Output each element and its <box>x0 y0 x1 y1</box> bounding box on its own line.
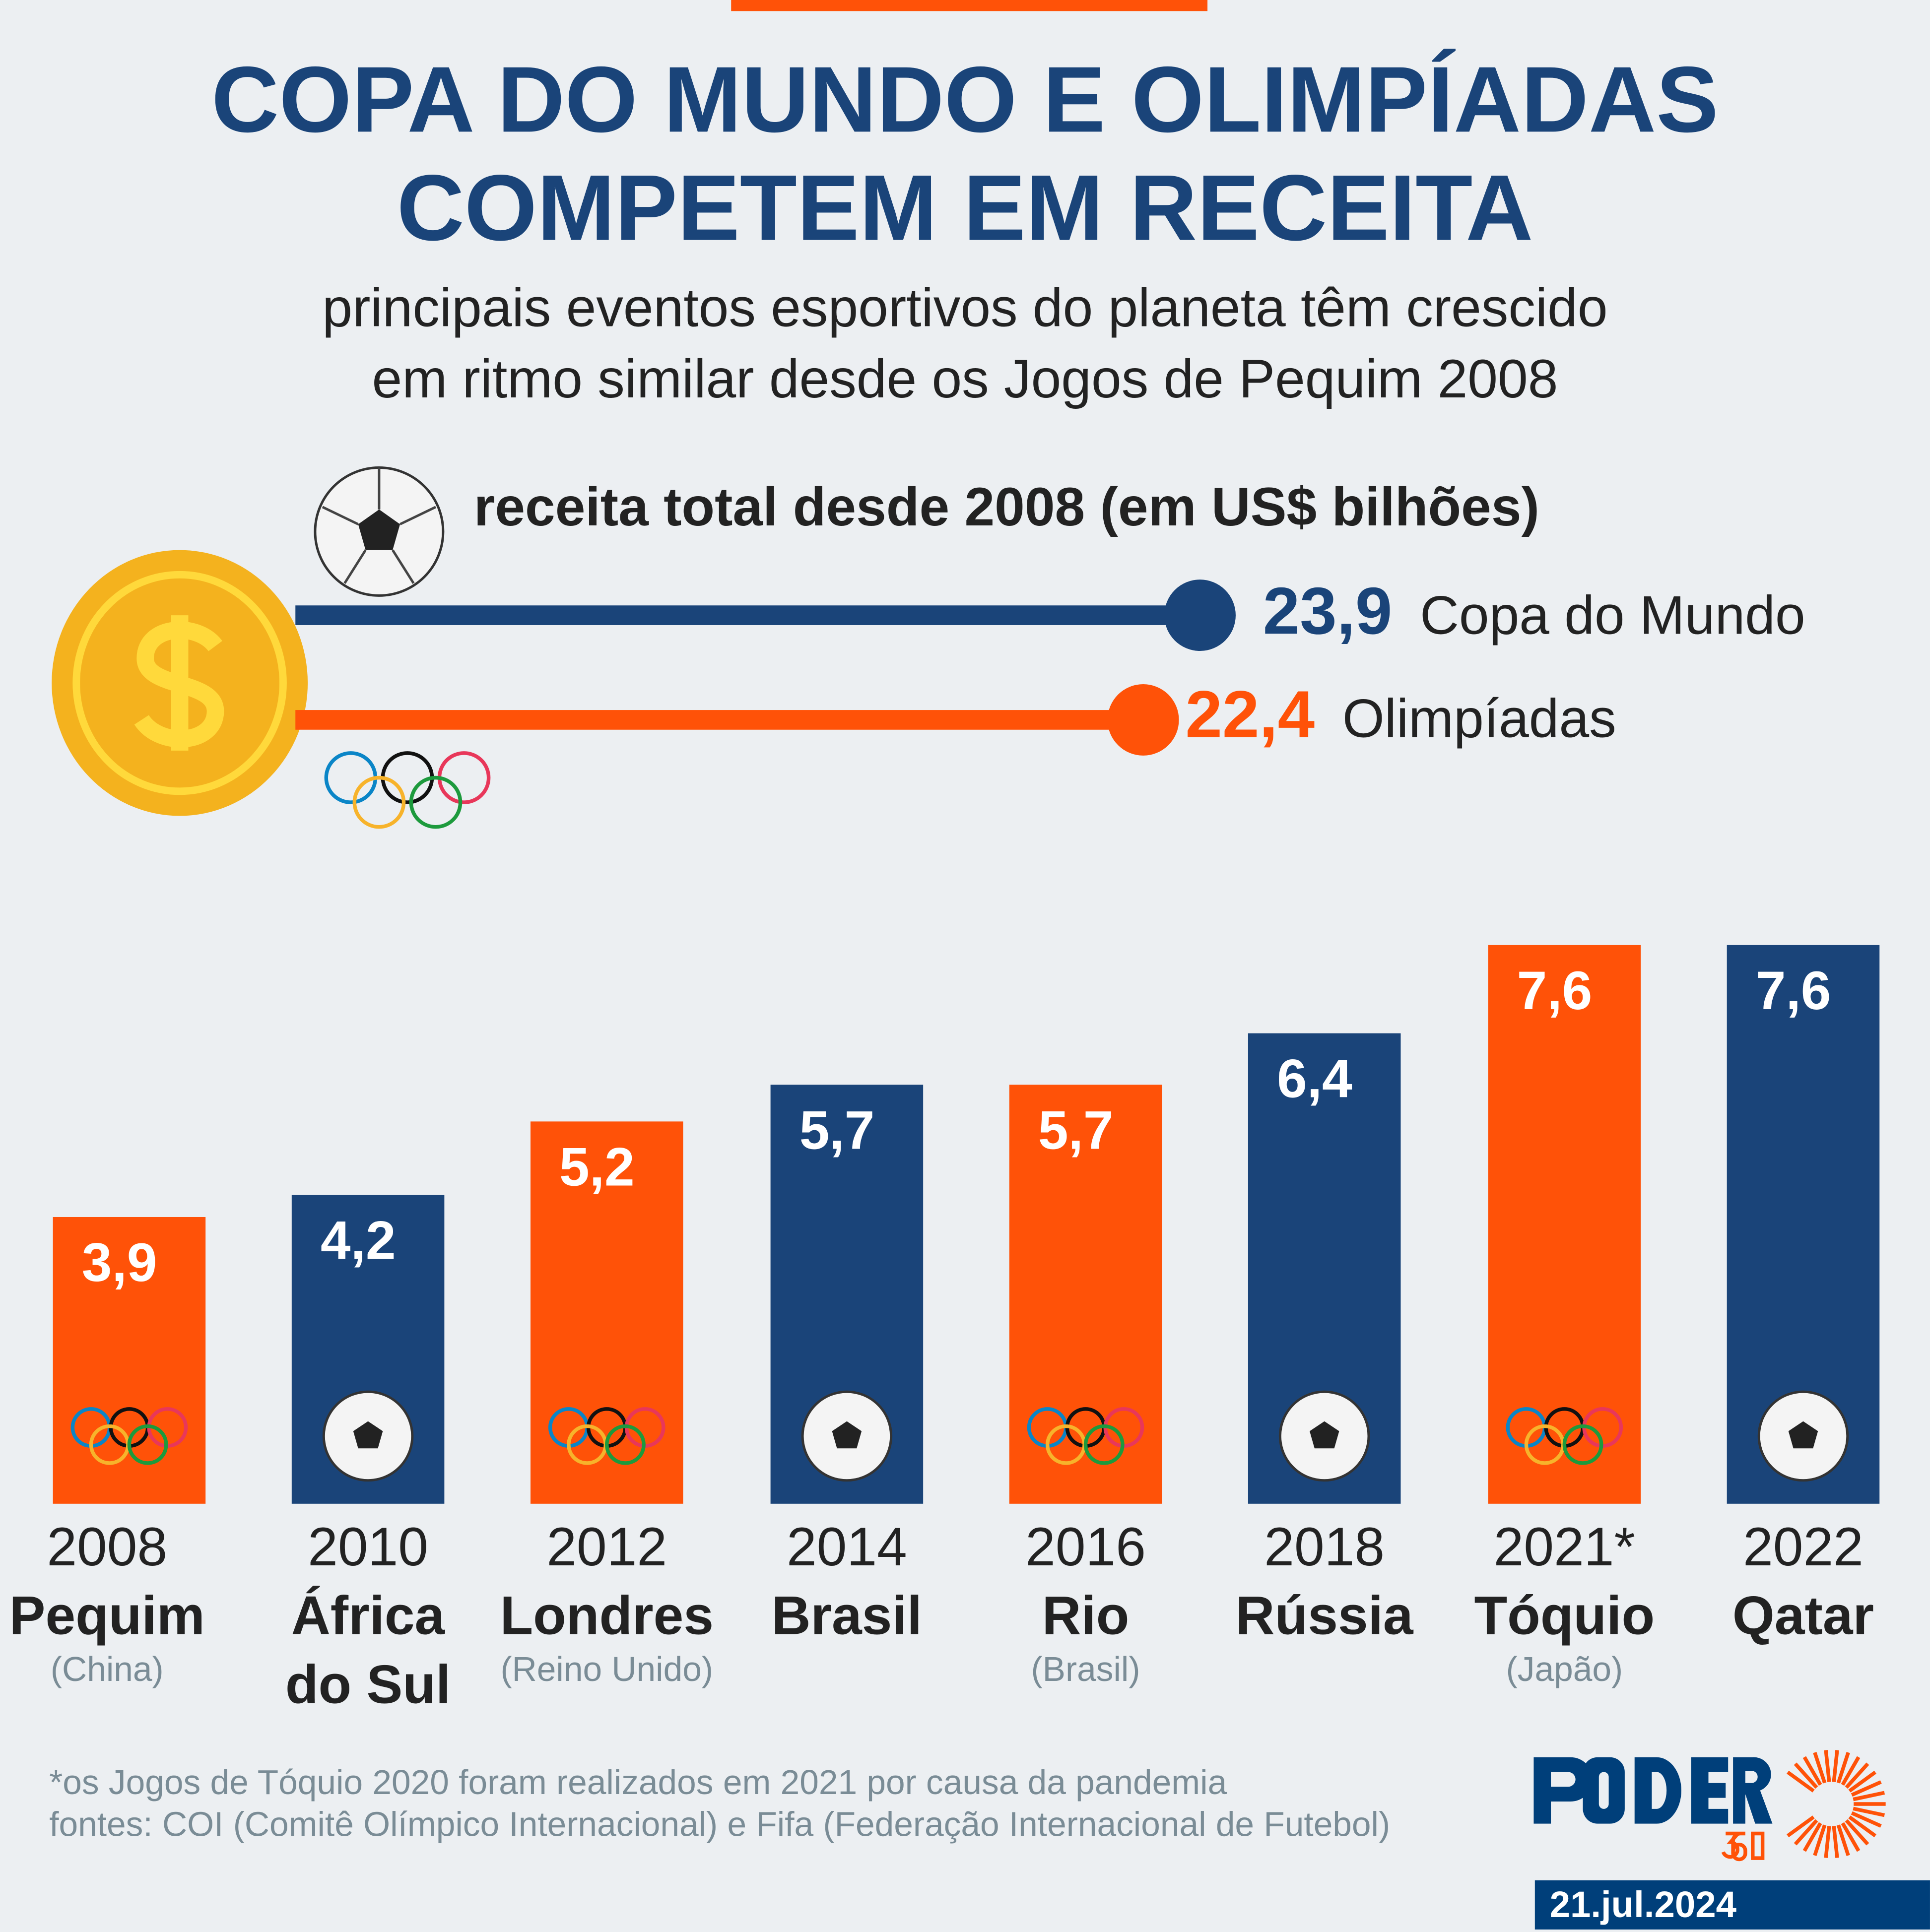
data-label: 4,2 <box>321 1211 396 1271</box>
category-label: 2014 Brasil <box>730 1514 964 1652</box>
olympic-rings-icon <box>1027 1407 1144 1465</box>
category-city: Rússia <box>1235 1586 1413 1647</box>
category-city: Qatar <box>1732 1586 1874 1647</box>
footnote: *os Jogos de Tóquio 2020 foram realizado… <box>49 1763 1227 1802</box>
total-olimpiadas: 22,4 Olimpíadas <box>1185 677 1616 753</box>
category-label: 2022 Qatar <box>1686 1514 1920 1652</box>
top-accent-bar <box>731 0 1208 11</box>
bar-chart: 3,9 4,2 5,2 5,7 5,7 6,4 7,6 7,6 <box>53 945 1880 1504</box>
total-line <box>295 605 1200 625</box>
category-year: 2016 <box>1025 1517 1146 1578</box>
total-value: 23,9 <box>1263 575 1393 649</box>
data-label: 7,6 <box>1517 961 1593 1021</box>
page-title: COPA DO MUNDO E OLIMPÍADAS COMPETEM EM R… <box>0 47 1930 263</box>
category-city: África do Sul <box>285 1586 451 1716</box>
category-year: 2022 <box>1743 1517 1863 1578</box>
bar <box>53 1217 206 1504</box>
category-year: 2008 <box>47 1517 168 1578</box>
category-country: (Brasil) <box>1031 1650 1140 1688</box>
category-year: 2012 <box>546 1517 667 1578</box>
total-line-end <box>1164 580 1236 651</box>
olympic-rings-icon <box>70 1407 188 1465</box>
data-label: 3,9 <box>82 1232 157 1293</box>
bar <box>1009 1085 1162 1504</box>
data-label: 6,4 <box>1277 1049 1352 1109</box>
data-label: 5,7 <box>799 1100 875 1160</box>
category-city: Brasil <box>771 1586 923 1647</box>
category-year: 2014 <box>786 1517 907 1578</box>
publication-date: 21.jul.2024 <box>1534 1880 1930 1930</box>
title-line-1: COPA DO MUNDO E OLIMPÍADAS <box>211 48 1719 153</box>
category-country: (China) <box>50 1650 164 1688</box>
title-line-2: COMPETEM EM RECEITA <box>397 156 1533 261</box>
total-label: Olimpíadas <box>1342 689 1616 750</box>
subtitle-line-1: principais eventos esportivos do planeta… <box>322 278 1608 339</box>
total-line-end <box>1107 684 1179 756</box>
category-label: 2016 Rio (Brasil) <box>969 1514 1202 1688</box>
category-label: 2018 Rússia <box>1207 1514 1441 1652</box>
category-country: (Japão) <box>1506 1650 1623 1688</box>
total-label: Copa do Mundo <box>1420 585 1805 646</box>
category-year: 2010 <box>308 1517 428 1578</box>
data-label: 5,7 <box>1038 1100 1114 1160</box>
category-year: 2021* <box>1493 1517 1635 1578</box>
category-year: 2018 <box>1264 1517 1385 1578</box>
category-label: 2012 Londres (Reino Unido) <box>490 1514 724 1688</box>
data-label: 7,6 <box>1756 961 1831 1021</box>
category-city: Pequim <box>9 1586 205 1647</box>
olympic-rings-icon <box>1506 1407 1623 1465</box>
soccer-ball-icon <box>801 1390 893 1482</box>
totals-graphic <box>52 466 1236 829</box>
subtitle: principais eventos esportivos do planeta… <box>0 273 1930 416</box>
soccer-ball-icon <box>1757 1390 1849 1482</box>
poder360-logo <box>1533 1750 1886 1862</box>
soccer-ball-icon <box>322 1390 414 1482</box>
olympic-rings-icon <box>324 751 491 829</box>
category-city: Tóquio <box>1474 1586 1655 1647</box>
category-city: Rio <box>1042 1586 1130 1647</box>
total-line <box>295 710 1143 730</box>
soccer-ball-icon <box>1278 1390 1370 1482</box>
footer: *os Jogos de Tóquio 2020 foram realizado… <box>49 1762 1502 1846</box>
sources: fontes: COI (Comitê Olímpico Internacion… <box>49 1805 1391 1844</box>
dollar-coin-icon <box>52 550 308 816</box>
olympic-rings-icon <box>548 1407 666 1465</box>
category-label: 2021* Tóquio (Japão) <box>1448 1514 1681 1688</box>
category-label: 2010 África do Sul <box>251 1514 485 1721</box>
total-value: 22,4 <box>1185 678 1315 752</box>
category-label: 2008 Pequim (China) <box>0 1514 224 1688</box>
data-label: 5,2 <box>559 1137 635 1197</box>
category-city: Londres <box>500 1586 714 1647</box>
total-copa: 23,9 Copa do Mundo <box>1263 574 1805 650</box>
subtitle-line-2: em ritmo similar desde os Jogos de Pequi… <box>372 349 1558 410</box>
category-country: (Reino Unido) <box>500 1650 713 1688</box>
soccer-ball-icon <box>314 466 445 597</box>
totals-title: receita total desde 2008 (em US$ bilhões… <box>473 477 1539 538</box>
